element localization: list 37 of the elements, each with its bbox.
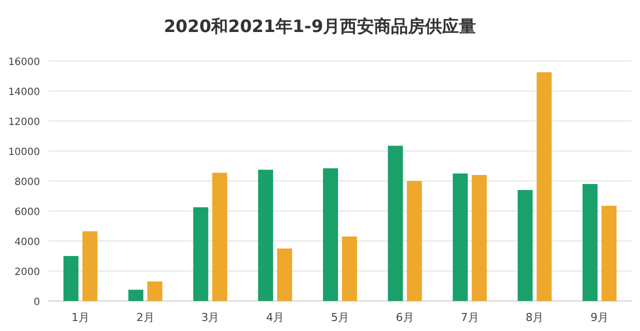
- y-tick-label: 2000: [14, 267, 40, 278]
- x-tick-label: 5月: [331, 311, 349, 324]
- bar: [536, 72, 552, 301]
- bar: [452, 174, 468, 301]
- bar: [602, 206, 617, 301]
- bar: [147, 282, 162, 301]
- y-tick-label: 6000: [14, 207, 40, 218]
- y-tick-label: 10000: [8, 147, 40, 158]
- bar: [342, 236, 357, 301]
- bar: [63, 256, 78, 301]
- bar: [258, 170, 274, 301]
- bar: [582, 184, 598, 301]
- x-tick-label: 6月: [396, 311, 414, 324]
- bar: [212, 172, 228, 301]
- x-tick-label: 9月: [590, 311, 609, 324]
- y-tick-label: 4000: [14, 237, 40, 248]
- x-tick-label: 2月: [136, 311, 154, 324]
- x-tick-label: 8月: [526, 311, 544, 324]
- bar: [472, 175, 487, 301]
- y-tick-label: 16000: [8, 57, 40, 68]
- bar: [518, 190, 533, 301]
- bar: [388, 146, 403, 301]
- bar: [406, 181, 422, 301]
- y-tick-label: 14000: [8, 87, 40, 98]
- bar: [82, 231, 98, 301]
- bar: [277, 248, 292, 301]
- x-tick-label: 4月: [266, 311, 284, 324]
- y-tick-label: 0: [34, 297, 40, 308]
- chart-title: 2020和2021年1-9月西安商品房供应量: [164, 17, 476, 37]
- bar: [193, 207, 208, 301]
- bar: [323, 168, 338, 301]
- y-tick-label: 12000: [8, 117, 40, 128]
- y-tick-label: 8000: [14, 177, 40, 188]
- x-tick-label: 3月: [201, 311, 220, 324]
- bar: [128, 290, 144, 301]
- x-tick-label: 1月: [71, 311, 90, 324]
- x-tick-label: 7月: [460, 311, 479, 324]
